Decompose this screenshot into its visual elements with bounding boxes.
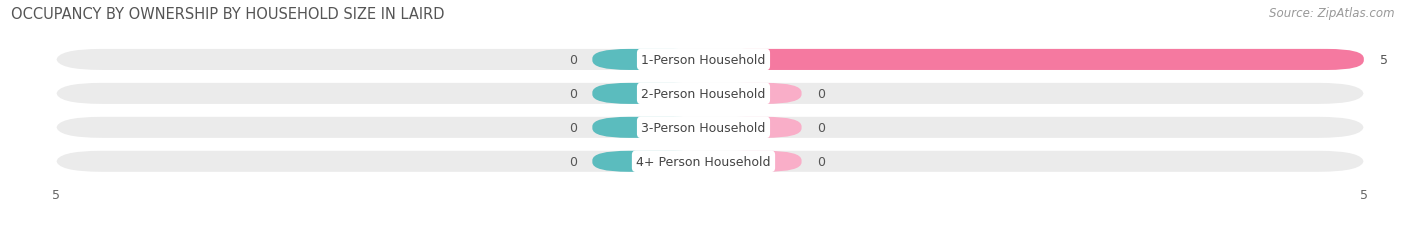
Text: Source: ZipAtlas.com: Source: ZipAtlas.com [1270, 7, 1395, 20]
Text: 0: 0 [568, 88, 576, 100]
Text: 0: 0 [817, 88, 825, 100]
Text: 0: 0 [817, 155, 825, 168]
FancyBboxPatch shape [56, 117, 1364, 138]
Text: 0: 0 [568, 155, 576, 168]
FancyBboxPatch shape [592, 117, 710, 138]
Text: 5: 5 [1379, 54, 1388, 67]
Text: 3-Person Household: 3-Person Household [641, 121, 766, 134]
Text: 0: 0 [817, 121, 825, 134]
Text: 1-Person Household: 1-Person Household [641, 54, 766, 67]
Text: 4+ Person Household: 4+ Person Household [637, 155, 770, 168]
FancyBboxPatch shape [56, 151, 1364, 172]
FancyBboxPatch shape [56, 50, 1364, 71]
FancyBboxPatch shape [56, 83, 1364, 104]
Text: 0: 0 [568, 54, 576, 67]
Text: 0: 0 [568, 121, 576, 134]
Text: OCCUPANCY BY OWNERSHIP BY HOUSEHOLD SIZE IN LAIRD: OCCUPANCY BY OWNERSHIP BY HOUSEHOLD SIZE… [11, 7, 444, 22]
FancyBboxPatch shape [710, 151, 801, 172]
FancyBboxPatch shape [592, 83, 710, 104]
FancyBboxPatch shape [592, 151, 710, 172]
FancyBboxPatch shape [710, 83, 801, 104]
FancyBboxPatch shape [592, 50, 710, 71]
FancyBboxPatch shape [710, 50, 1364, 71]
Text: 2-Person Household: 2-Person Household [641, 88, 766, 100]
FancyBboxPatch shape [710, 117, 801, 138]
